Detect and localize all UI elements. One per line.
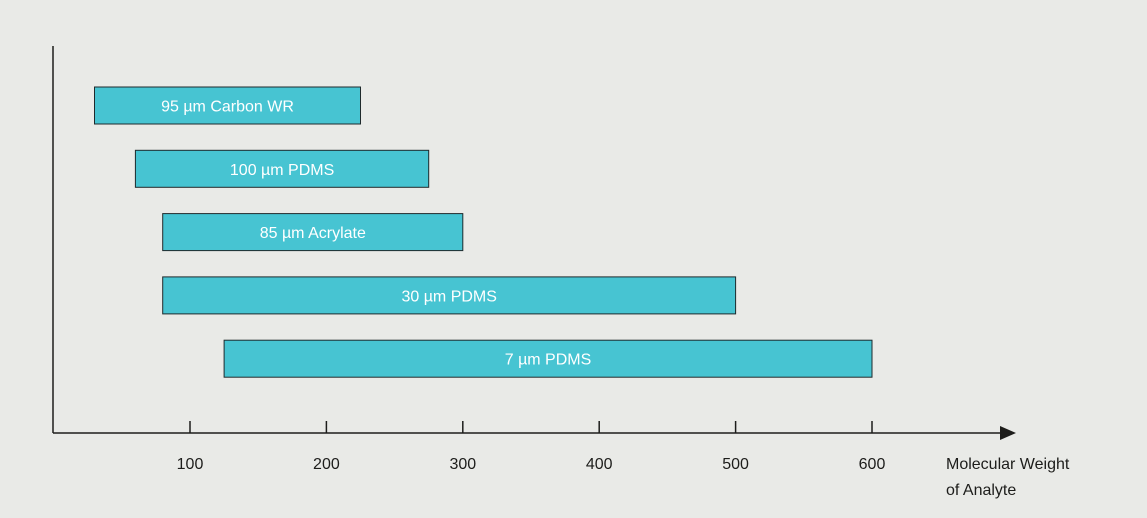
axes-layer	[52, 46, 1016, 440]
x-axis-title-line-2: of Analyte	[946, 482, 1016, 499]
x-tick-label-400: 400	[586, 456, 613, 473]
bar-label-2: 100 µm PDMS	[230, 162, 334, 179]
x-axis-arrow-icon	[1000, 426, 1016, 440]
x-tick-label-300: 300	[449, 456, 476, 473]
bars-layer: 95 µm Carbon WR 100 µm PDMS 85 µm Acrylate…	[94, 86, 873, 378]
x-tick-label-200: 200	[313, 456, 340, 473]
bar-5	[223, 339, 873, 378]
bar-2	[134, 149, 430, 188]
bar-label-4: 30 µm PDMS	[401, 288, 496, 305]
bar-label-1: 95 µm Carbon WR	[161, 99, 294, 116]
x-tick-label-100: 100	[177, 456, 204, 473]
bar-3	[162, 213, 464, 252]
bar-1	[94, 86, 361, 125]
ticks-layer: 100 200 300 400 500 600	[177, 421, 886, 473]
bar-label-3: 85 µm Acrylate	[260, 225, 366, 242]
x-axis-title-line-1: Molecular Weight	[946, 456, 1070, 473]
bar-label-5: 7 µm PDMS	[505, 352, 592, 369]
x-tick-label-500: 500	[722, 456, 749, 473]
x-tick-label-600: 600	[859, 456, 886, 473]
bar-4	[162, 276, 737, 315]
